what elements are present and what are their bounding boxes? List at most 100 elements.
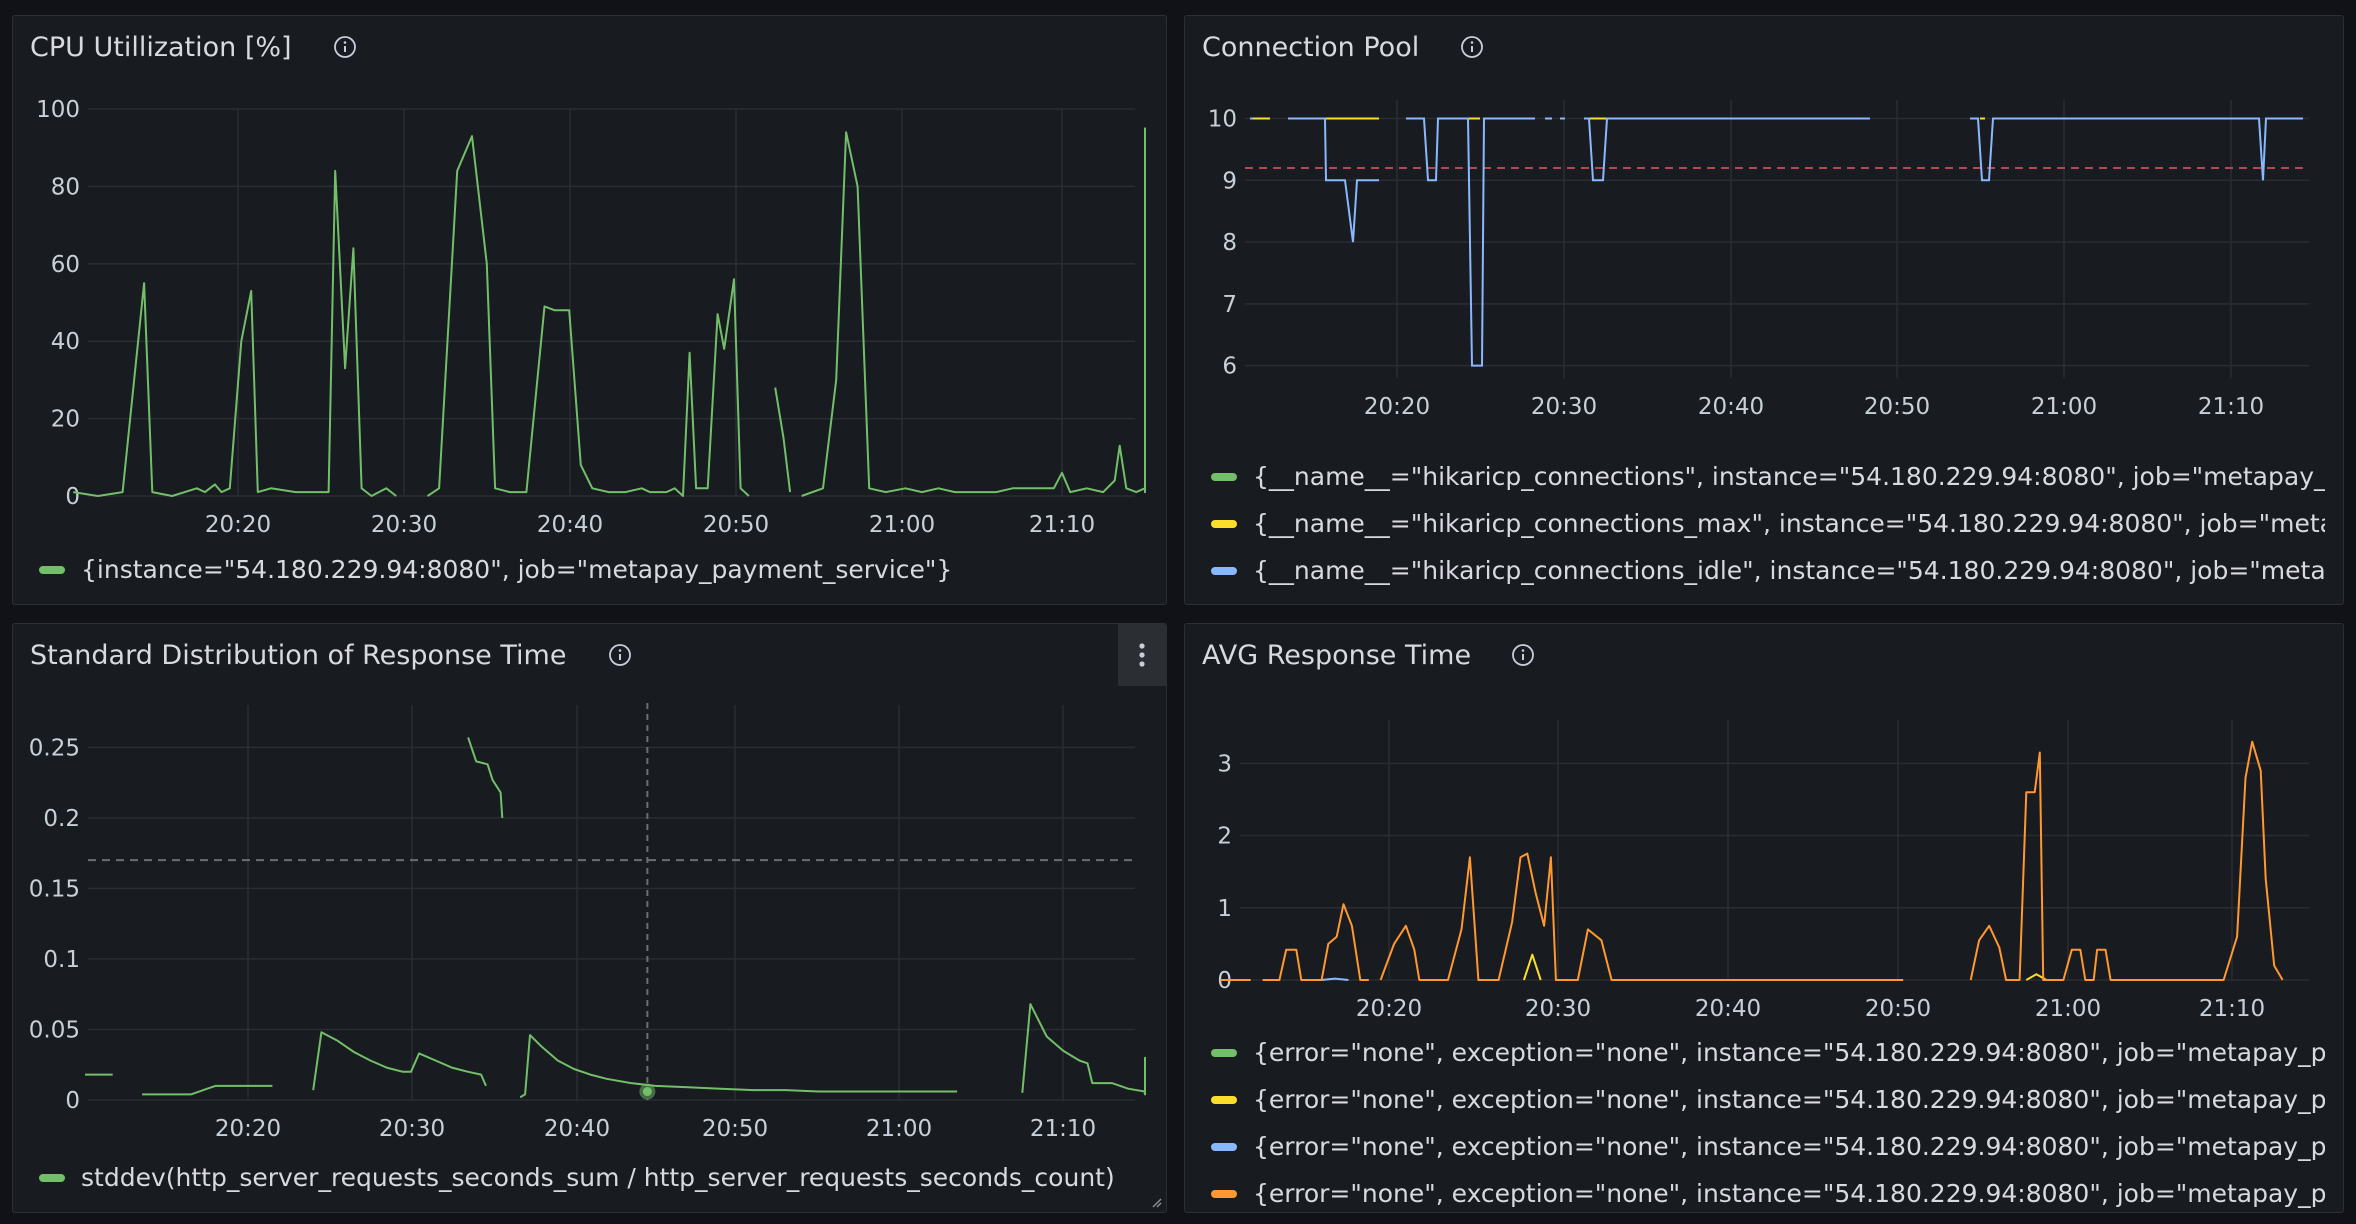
connection-pool-legend: {__name__="hikaricp_connections", instan…: [1211, 453, 2325, 594]
x-tick-label: 20:30: [1525, 996, 1591, 1022]
x-tick-label: 20:50: [1864, 394, 1930, 420]
x-tick-label: 20:50: [702, 1116, 768, 1142]
info-icon[interactable]: [1511, 643, 1535, 667]
legend-item[interactable]: {__name__="hikaricp_connections", instan…: [1211, 453, 2325, 500]
series-line: [426, 135, 750, 497]
panel-title: Standard Distribution of Response Time: [30, 640, 567, 671]
x-tick-label: 21:10: [2198, 394, 2264, 420]
x-tick-label: 21:00: [2035, 996, 2101, 1022]
y-tick-label: 8: [1222, 230, 1237, 256]
legend-swatch: [1211, 567, 1237, 575]
legend-label: {__name__="hikaricp_connections_idle", i…: [1253, 556, 2325, 585]
resize-handle-icon[interactable]: [1150, 1196, 1162, 1208]
panel-title: Connection Pool: [1202, 32, 1420, 63]
avg-legend: {error="none", exception="none", instanc…: [1211, 1029, 2325, 1212]
x-tick-label: 20:40: [1695, 996, 1761, 1022]
series-line: [1522, 953, 1542, 981]
legend-label: {instance="54.180.229.94:8080", job="met…: [81, 555, 953, 584]
panel-connection-pool: Connection Pool 6 7 8 9 10 20:20 20:30 20:40 20:…: [1184, 15, 2344, 605]
info-icon[interactable]: [1460, 35, 1484, 59]
legend-label: {error="none", exception="none", instanc…: [1253, 1179, 2325, 1208]
series-line: [142, 1084, 273, 1096]
legend-item[interactable]: {__name__="hikaricp_connections_idle", i…: [1211, 547, 2325, 594]
series-line: [519, 1034, 958, 1099]
legend-item[interactable]: stddev(http_server_requests_seconds_sum …: [39, 1154, 1148, 1201]
x-tick-label: 21:10: [1029, 512, 1095, 538]
panel-cpu-utilization: CPU Utillization [%] 0 20 40 60 80 100 20:20 20…: [12, 15, 1167, 605]
legend-swatch: [1211, 1096, 1237, 1104]
y-tick-label: 20: [51, 407, 80, 433]
legend-label: {error="none", exception="none", instanc…: [1253, 1132, 2325, 1161]
panel-avg-response-time: AVG Response Time 0 1 2 3 20:20 20:30 20:40 20:…: [1184, 623, 2344, 1213]
x-tick-label: 20:50: [1865, 996, 1931, 1022]
y-tick-label: 100: [36, 97, 80, 123]
y-tick-label: 0.15: [29, 876, 80, 902]
y-tick-label: 6: [1222, 354, 1237, 380]
legend-item[interactable]: {error="none", exception="none", instanc…: [1211, 1076, 2325, 1123]
x-tick-label: 20:40: [544, 1116, 610, 1142]
series-line: [1379, 852, 1904, 981]
cpu-chart[interactable]: 0 20 40 60 80 100 20:20 20:30 20:40 20:50 21:00 21:…: [13, 16, 1167, 546]
legend-label: {error="none", exception="none", instanc…: [1253, 1038, 2325, 1067]
legend-swatch: [1211, 1049, 1237, 1057]
legend-item[interactable]: {error="none", exception="none", instanc…: [1211, 1123, 2325, 1170]
x-tick-label: 20:50: [703, 512, 769, 538]
x-tick-label: 21:00: [2031, 394, 2097, 420]
legend-swatch: [1211, 473, 1237, 481]
y-tick-label: 60: [51, 252, 80, 278]
y-tick-label: 0.25: [29, 735, 80, 761]
series-line: [1321, 977, 1349, 981]
series-line: [467, 737, 504, 818]
series-line: [774, 387, 792, 493]
legend-swatch: [39, 1174, 65, 1182]
legend-label: stddev(http_server_requests_seconds_sum …: [81, 1163, 1115, 1192]
legend-item[interactable]: {error="none", exception="none", instanc…: [1211, 1170, 2325, 1212]
x-tick-label: 20:30: [1531, 394, 1597, 420]
series-line: [1262, 903, 1369, 981]
x-tick-label: 21:00: [866, 1116, 932, 1142]
y-tick-label: 3: [1217, 751, 1232, 777]
info-icon[interactable]: [608, 643, 632, 667]
x-tick-label: 21:00: [869, 512, 935, 538]
legend-swatch: [1211, 1190, 1237, 1198]
legend-swatch: [1211, 520, 1237, 528]
panel-title: CPU Utillization [%]: [30, 32, 292, 63]
series-line: [1969, 740, 2284, 981]
panel-menu-button[interactable]: [1118, 624, 1166, 686]
legend-label: {__name__="hikaricp_connections", instan…: [1253, 462, 2325, 491]
y-tick-label: 9: [1222, 168, 1237, 194]
legend-item[interactable]: {__name__="hikaricp_connections_max", in…: [1211, 500, 2325, 547]
y-tick-label: 2: [1217, 824, 1232, 850]
y-tick-label: 10: [1208, 107, 1237, 133]
hover-point: [642, 1087, 652, 1097]
y-tick-label: 40: [51, 329, 80, 355]
info-icon[interactable]: [333, 35, 357, 59]
x-tick-label: 20:20: [205, 512, 271, 538]
legend-swatch: [1211, 1143, 1237, 1151]
panel-title: AVG Response Time: [1202, 640, 1472, 671]
x-tick-label: 20:40: [1698, 394, 1764, 420]
x-tick-label: 21:10: [1030, 1116, 1096, 1142]
legend-label: {error="none", exception="none", instanc…: [1253, 1085, 2325, 1114]
series-line: [312, 1031, 487, 1091]
connection-pool-chart[interactable]: 6 7 8 9 10 20:20 20:30 20:40 20:50 21:00 21:10: [1185, 16, 2344, 466]
y-tick-label: 0.1: [43, 947, 80, 973]
x-tick-label: 20:30: [371, 512, 437, 538]
x-tick-label: 20:20: [215, 1116, 281, 1142]
panel-std-response-time: Standard Distribution of Response Time 0…: [12, 623, 1167, 1213]
legend-item[interactable]: {error="none", exception="none", instanc…: [1211, 1029, 2325, 1076]
kebab-menu-icon: [1139, 643, 1145, 667]
series-line: [1288, 117, 1379, 243]
cpu-legend: {instance="54.180.229.94:8080", job="met…: [39, 546, 1148, 593]
legend-swatch: [39, 566, 65, 574]
y-tick-label: 0.2: [43, 806, 80, 832]
x-tick-label: 20:30: [379, 1116, 445, 1142]
legend-label: {__name__="hikaricp_connections_max", in…: [1253, 509, 2325, 538]
x-tick-label: 20:40: [537, 512, 603, 538]
series-line: [73, 169, 397, 497]
x-tick-label: 20:20: [1364, 394, 1430, 420]
y-tick-label: 7: [1222, 292, 1237, 318]
legend-item[interactable]: {instance="54.180.229.94:8080", job="met…: [39, 546, 1148, 593]
std-response-chart[interactable]: 0 0.05 0.1 0.15 0.2 0.25 20:20 20:30 20:40 20:50 2…: [13, 624, 1167, 1154]
